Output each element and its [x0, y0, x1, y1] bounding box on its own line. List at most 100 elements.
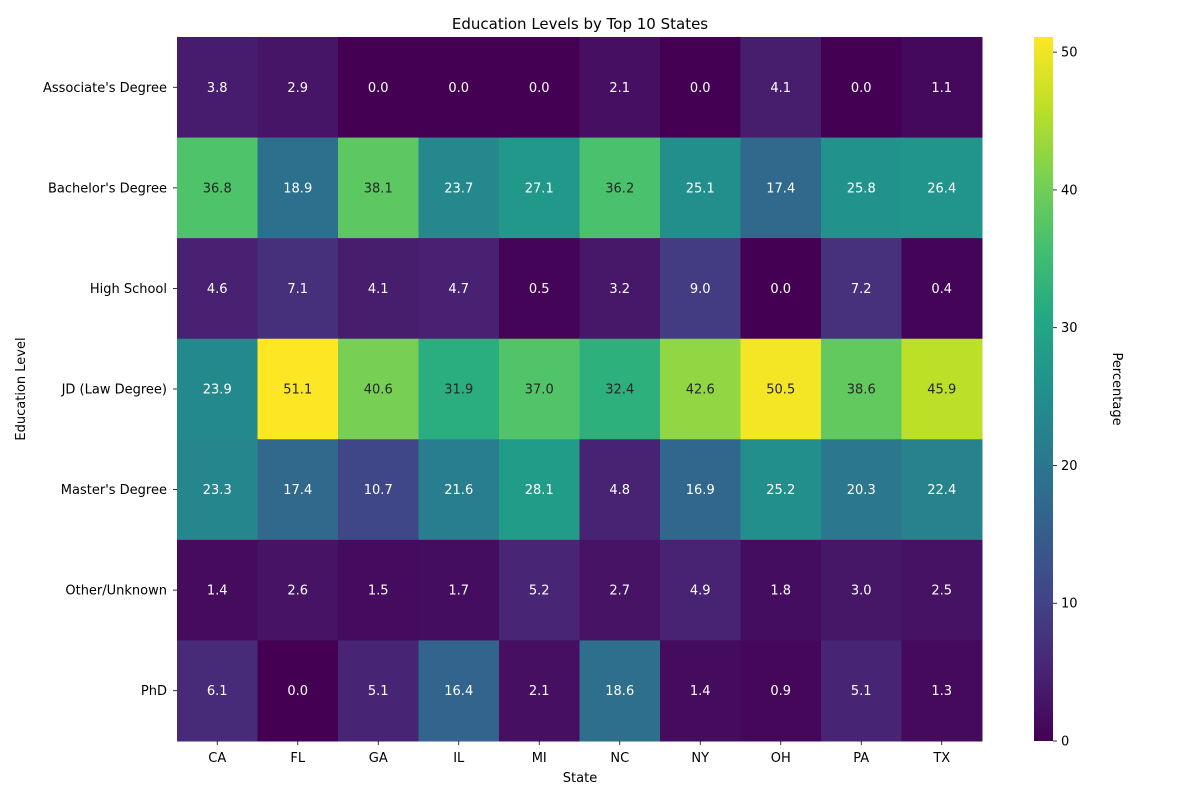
x-tick-label: CA [208, 751, 226, 766]
x-tick-label: TX [932, 751, 950, 766]
colorbar-tick-label: 20 [1061, 459, 1078, 474]
cell-value-label: 3.8 [207, 81, 228, 96]
heatmap-cell [740, 137, 822, 239]
heatmap-cell [257, 539, 339, 641]
colorbar-tick-label: 40 [1061, 183, 1078, 198]
heatmap-cell [579, 338, 661, 440]
heatmap-cell [901, 439, 983, 541]
cell-value-label: 2.1 [529, 684, 550, 699]
cell-value-label: 36.2 [605, 181, 634, 196]
heatmap-cell [579, 439, 661, 541]
colorbar-label: Percentage [1109, 352, 1124, 425]
cell-value-label: 5.1 [368, 684, 389, 699]
cell-value-label: 36.8 [203, 181, 232, 196]
heatmap-cell [418, 439, 500, 541]
y-tick-label: Bachelor's Degree [48, 181, 167, 196]
heatmap-cell [499, 238, 580, 340]
cell-value-label: 0.0 [851, 81, 872, 96]
heatmap-cell [660, 238, 741, 340]
heatmap-cell [177, 640, 258, 742]
heatmap-cell [821, 539, 902, 641]
y-axis-label: Education Level [14, 337, 29, 440]
cell-value-label: 23.3 [203, 483, 232, 498]
cell-value-label: 38.6 [847, 383, 876, 398]
cell-value-label: 1.5 [368, 584, 389, 599]
cell-value-label: 16.9 [686, 483, 715, 498]
heatmap-cell [660, 338, 741, 440]
heatmap-cell [338, 640, 419, 742]
y-tick-label: High School [90, 282, 167, 297]
cell-value-label: 25.1 [686, 181, 715, 196]
colorbar [1034, 37, 1053, 741]
heatmap-cell [901, 338, 983, 440]
cell-value-label: 2.6 [287, 584, 308, 599]
cell-value-label: 10.7 [364, 483, 393, 498]
heatmap-cell [257, 640, 339, 742]
heatmap-cell [338, 439, 419, 541]
cell-value-label: 6.1 [207, 684, 228, 699]
x-tick-label: NC [610, 751, 629, 766]
heatmap-cell [901, 640, 983, 742]
cell-value-label: 1.4 [207, 584, 228, 599]
heatmap-cell [821, 137, 902, 239]
colorbar-ticks: 0 10 20 30 40 50 [1053, 46, 1078, 750]
cell-value-label: 4.6 [207, 282, 228, 297]
heatmap-cell [499, 338, 580, 440]
colorbar-tick-label: 30 [1061, 321, 1078, 336]
heatmap-cell [177, 37, 258, 139]
cell-value-label: 7.2 [851, 282, 872, 297]
heatmap-cell [821, 37, 902, 139]
heatmap-cell [338, 338, 419, 440]
cell-value-label: 32.4 [605, 383, 634, 398]
cell-value-label: 40.6 [364, 383, 393, 398]
cell-value-label: 0.0 [287, 684, 308, 699]
heatmap-cells: 3.8 2.9 0.0 0.0 0.0 2.1 0.0 4.1 0.0 1.1 36.8 18.9 38… [177, 37, 983, 742]
cell-value-label: 5.2 [529, 584, 550, 599]
heatmap-cell [338, 37, 419, 139]
cell-value-label: 17.4 [766, 181, 795, 196]
cell-value-label: 20.3 [847, 483, 876, 498]
heatmap-cell [418, 238, 500, 340]
y-tick-label: PhD [141, 684, 167, 699]
cell-value-label: 0.0 [448, 81, 469, 96]
cell-value-label: 4.1 [368, 282, 389, 297]
heatmap-cell [821, 338, 902, 440]
heatmap-cell [177, 338, 258, 440]
cell-value-label: 4.8 [609, 483, 630, 498]
heatmap-cell [418, 37, 500, 139]
heatmap-cell [660, 37, 741, 139]
cell-value-label: 25.2 [766, 483, 795, 498]
cell-value-label: 28.1 [525, 483, 554, 498]
heatmap-cell [257, 238, 339, 340]
cell-value-label: 16.4 [444, 684, 473, 699]
heatmap-cell [901, 137, 983, 239]
heatmap-cell [338, 539, 419, 641]
colorbar-tick-label: 50 [1061, 46, 1078, 61]
heatmap-cell [257, 37, 339, 139]
cell-value-label: 23.7 [444, 181, 473, 196]
heatmap-cell [660, 137, 741, 239]
cell-value-label: 2.1 [609, 81, 630, 96]
cell-value-label: 0.5 [529, 282, 550, 297]
cell-value-label: 4.9 [690, 584, 711, 599]
cell-value-label: 27.1 [525, 181, 554, 196]
cell-value-label: 2.5 [931, 584, 952, 599]
cell-value-label: 0.0 [529, 81, 550, 96]
heatmap-cell [740, 539, 822, 641]
cell-value-label: 22.4 [927, 483, 956, 498]
cell-value-label: 23.9 [203, 383, 232, 398]
heatmap-cell [257, 137, 339, 239]
x-tick-label: GA [369, 751, 388, 766]
cell-value-label: 5.1 [851, 684, 872, 699]
x-tick-label: IL [453, 751, 465, 766]
cell-value-label: 45.9 [927, 383, 956, 398]
heatmap-cell [901, 238, 983, 340]
y-tick-label: Associate's Degree [43, 81, 167, 96]
cell-value-label: 50.5 [766, 383, 795, 398]
cell-value-label: 25.8 [847, 181, 876, 196]
heatmap-cell [901, 539, 983, 641]
cell-value-label: 42.6 [686, 383, 715, 398]
heatmap-cell [177, 137, 258, 239]
cell-value-label: 17.4 [283, 483, 312, 498]
